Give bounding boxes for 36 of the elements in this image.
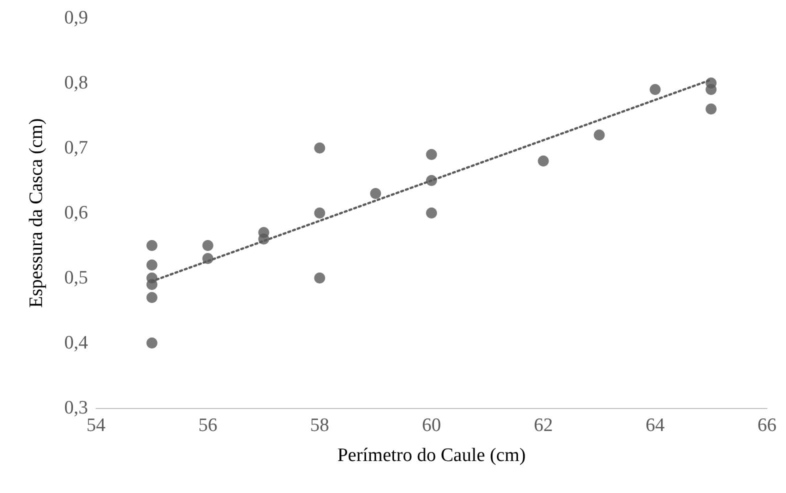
point (258, 234, 270, 244)
point (426, 208, 437, 218)
y-tick-label: 0,7 (64, 138, 88, 158)
point (202, 240, 214, 251)
y-tick-label: 0,3 (64, 398, 88, 418)
point (202, 253, 214, 264)
point (538, 156, 549, 166)
point (146, 338, 158, 348)
y-tick-label: 0,8 (64, 72, 88, 94)
point (706, 104, 717, 114)
point (146, 292, 158, 303)
x-tick-label: 58 (310, 415, 330, 436)
x-tick-label: 64 (646, 415, 666, 436)
x-tick-label: 54 (86, 415, 106, 436)
x-axis-title: Perímetro do Caule (cm) (337, 445, 526, 466)
point (146, 240, 158, 251)
point (370, 188, 382, 199)
y-tick-label: 0,4 (64, 332, 88, 354)
point (146, 279, 158, 290)
x-tick-label: 62 (534, 415, 553, 436)
y-axis-title: Espessura da Casca (cm) (26, 118, 47, 308)
x-tick-label: 56 (198, 415, 218, 436)
y-tick-label: 0,5 (64, 268, 88, 288)
point (146, 260, 158, 270)
x-tick-label: 60 (422, 415, 441, 436)
point (706, 84, 717, 95)
point (314, 208, 326, 218)
y-tick-label: 0,9 (64, 8, 88, 28)
point (426, 175, 437, 186)
point (314, 142, 326, 154)
x-tick-label: 66 (758, 415, 776, 436)
point (650, 84, 661, 95)
point (314, 272, 326, 284)
point (426, 149, 437, 160)
point (594, 130, 605, 140)
y-tick-label: 0,6 (64, 202, 88, 224)
